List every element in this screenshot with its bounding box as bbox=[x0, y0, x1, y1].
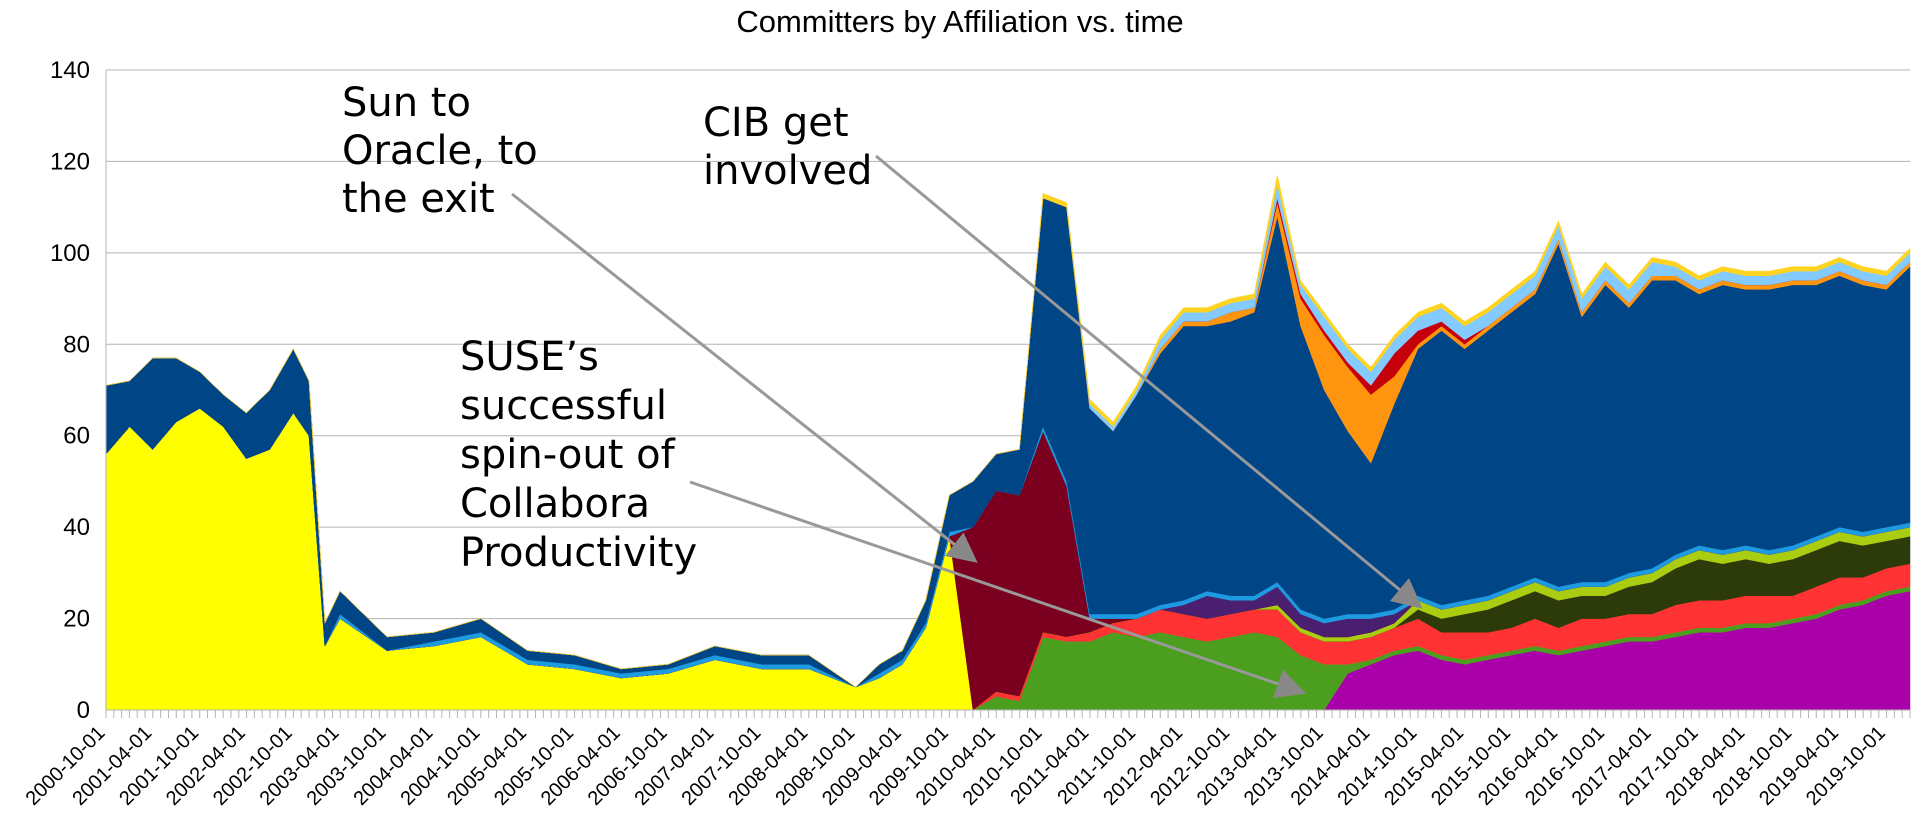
y-tick-label: 20 bbox=[63, 606, 90, 633]
annotation-arrow bbox=[875, 154, 1423, 609]
annotation-text: SUSE’s successful spin-out of Collabora Prod… bbox=[460, 334, 697, 576]
annotation-line: SUSE’s bbox=[460, 334, 599, 380]
area-series-14 bbox=[105, 175, 1911, 688]
y-tick-label: 80 bbox=[63, 331, 90, 358]
annotation-text: Sun to Oracle, to the exit bbox=[342, 80, 538, 222]
annotation-line: involved bbox=[703, 148, 872, 194]
annotation-line: CIB get bbox=[703, 100, 849, 146]
y-tick-label: 0 bbox=[77, 697, 90, 724]
y-tick-label: 140 bbox=[50, 57, 90, 84]
annotation-arrow bbox=[511, 192, 978, 563]
annotation-line: Collabora bbox=[460, 481, 650, 527]
stacked-areas bbox=[105, 175, 1911, 711]
y-tick-label: 120 bbox=[50, 148, 90, 175]
annotation-line: spin-out of bbox=[460, 432, 676, 478]
annotation-arrow bbox=[689, 480, 1307, 699]
y-tick-label: 40 bbox=[63, 514, 90, 541]
y-tick-label: 60 bbox=[63, 423, 90, 450]
annotation-line: Sun to bbox=[342, 80, 471, 126]
annotation-line: successful bbox=[460, 383, 667, 429]
y-tick-label: 100 bbox=[50, 240, 90, 267]
annotation-line: the exit bbox=[342, 176, 495, 222]
chart-title: Committers by Affiliation vs. time bbox=[736, 4, 1183, 39]
annotation-line: Oracle, to bbox=[342, 128, 538, 174]
annotations: Sun to Oracle, to the exit CIB get involved S… bbox=[342, 80, 1423, 699]
annotation-line: Productivity bbox=[460, 530, 697, 576]
annotation-text: CIB get involved bbox=[703, 100, 872, 194]
